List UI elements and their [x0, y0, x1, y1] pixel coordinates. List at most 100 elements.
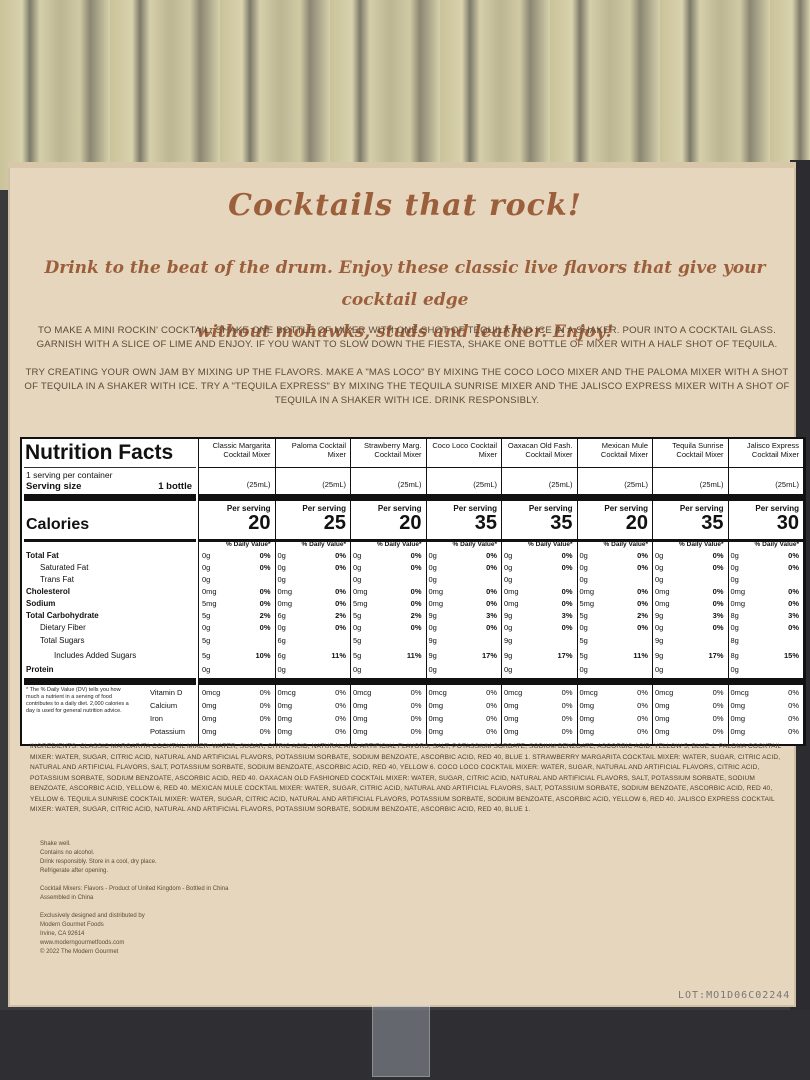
percent-cell: 0%: [335, 701, 346, 710]
percent-cell: 0%: [335, 563, 346, 572]
amount-cell: 0mg: [579, 701, 595, 710]
amount-cell: 0mg: [277, 599, 293, 608]
divider-thick: [652, 494, 728, 501]
divider-thick: [350, 494, 426, 501]
amount-cell: 0mg: [730, 599, 746, 608]
amount-cell: 0mg: [655, 599, 670, 608]
amount-cell: 5mg: [202, 599, 217, 608]
product-name: Mexican Mule Cocktail Mixer: [600, 441, 648, 459]
per-serving-label: Per serving: [302, 504, 346, 513]
divider-medium: [199, 539, 275, 542]
divider-thick: [576, 678, 652, 685]
divider-medium: [576, 539, 652, 542]
amount-cell: 0g: [277, 575, 286, 584]
amount-cell: 0mg: [579, 587, 595, 596]
percent-cell: 0%: [637, 599, 648, 608]
percent-cell: 0%: [486, 551, 497, 560]
percent-cell: 0%: [335, 623, 346, 632]
amount-cell: 0mg: [277, 701, 293, 710]
amount-cell: 0mg: [428, 701, 444, 710]
amount-cell: 5mg: [353, 599, 368, 608]
percent-cell: 0%: [259, 587, 271, 596]
amount-cell: 5g: [579, 611, 588, 620]
calories-value: 30: [776, 512, 799, 534]
amount-cell: 5g: [353, 611, 362, 620]
amount-cell: 0g: [277, 623, 286, 632]
percent-cell: 0%: [561, 727, 573, 736]
percent-cell: 17%: [481, 651, 497, 660]
amount-cell: 0g: [579, 575, 588, 584]
product-column: Classic Margarita Cocktail Mixer (25mL) Pe…: [199, 439, 276, 744]
serving-volume: (25mL): [699, 480, 724, 489]
percent-cell: 0%: [410, 701, 422, 710]
amount-cell: 0g: [504, 623, 513, 632]
percent-cell: 0%: [561, 623, 573, 632]
percent-cell: 0%: [637, 623, 648, 632]
percent-cell: 0%: [788, 714, 799, 723]
storage-line: Drink responsibly. Store in a cool, dry …: [40, 859, 157, 865]
storage-block: Shake well. Contains no alcohol. Drink r…: [40, 840, 157, 876]
percent-cell: 3%: [788, 611, 799, 620]
amount-cell: 0g: [353, 623, 362, 632]
amount-cell: 6g: [277, 636, 286, 645]
percent-cell: 11%: [633, 651, 648, 660]
amount-cell: 0g: [579, 551, 588, 560]
amount-cell: 0mg: [730, 701, 746, 710]
percent-cell: 0%: [712, 599, 724, 608]
distributor-line: Modern Gourmet Foods: [40, 922, 104, 928]
amount-cell: 5g: [353, 636, 362, 645]
percent-cell: 0%: [788, 551, 799, 560]
divider-medium: [350, 539, 426, 542]
percent-cell: 0%: [486, 727, 497, 736]
divider: [199, 467, 275, 468]
percent-cell: 2%: [335, 611, 346, 620]
amount-cell: 0mg: [202, 714, 217, 723]
divider-thick: [274, 678, 350, 685]
percent-cell: 0%: [335, 714, 346, 723]
per-serving-label: Per serving: [377, 504, 422, 513]
row-potassium: Potassium: [150, 727, 186, 736]
tape-strip: [372, 1005, 430, 1077]
percent-cell: 0%: [712, 587, 724, 596]
row-total-carbohydrate: Total Carbohydrate: [26, 611, 99, 620]
divider-thick: [425, 494, 501, 501]
divider: [501, 467, 577, 468]
amount-cell: 0g: [202, 665, 211, 674]
tagline-line-2: without mohawks, studs and leather. Enjo…: [196, 322, 614, 342]
percent-cell: 0%: [561, 563, 573, 572]
row-dietary-fiber: Dietary Fiber: [40, 623, 86, 632]
headline: Cocktails that rock!: [228, 188, 582, 223]
distributor-line: © 2022 The Modern Gourmet: [40, 949, 119, 955]
serving-size-value: 1 bottle: [158, 481, 192, 492]
percent-cell: 0%: [259, 714, 271, 723]
amount-cell: 0g: [730, 563, 739, 572]
divider-thick: [727, 678, 803, 685]
amount-cell: 9g: [655, 651, 664, 660]
percent-cell: 0%: [410, 714, 422, 723]
amount-cell: 0g: [277, 551, 286, 560]
serving-volume: (25mL): [322, 480, 346, 489]
row-added-sugars: Includes Added Sugars: [54, 651, 137, 660]
serving-volume: (25mL): [624, 480, 648, 489]
row-calcium: Calcium: [150, 701, 178, 710]
dv-header: % Daily Value*: [679, 541, 724, 548]
percent-cell: 0%: [637, 714, 648, 723]
amount-cell: 9g: [504, 611, 513, 620]
amount-cell: 0mg: [353, 587, 368, 596]
amount-cell: 0g: [655, 623, 664, 632]
percent-cell: 0%: [486, 587, 497, 596]
serving-size-label: Serving size: [26, 481, 82, 492]
amount-cell: 0g: [730, 665, 739, 674]
percent-cell: 0%: [637, 563, 648, 572]
percent-cell: 0%: [712, 551, 724, 560]
per-serving-label: Per serving: [528, 504, 573, 513]
amount-cell: 0mg: [202, 587, 217, 596]
distributor-block: Exclusively designed and distributed by …: [40, 912, 145, 957]
dv-header: % Daily Value*: [226, 541, 271, 548]
amount-cell: 0mcg: [730, 688, 749, 697]
amount-cell: 0mcg: [202, 688, 221, 697]
percent-cell: 0%: [410, 688, 422, 697]
amount-cell: 9g: [428, 636, 437, 645]
amount-cell: 8g: [730, 651, 739, 660]
amount-cell: 0mg: [504, 701, 519, 710]
